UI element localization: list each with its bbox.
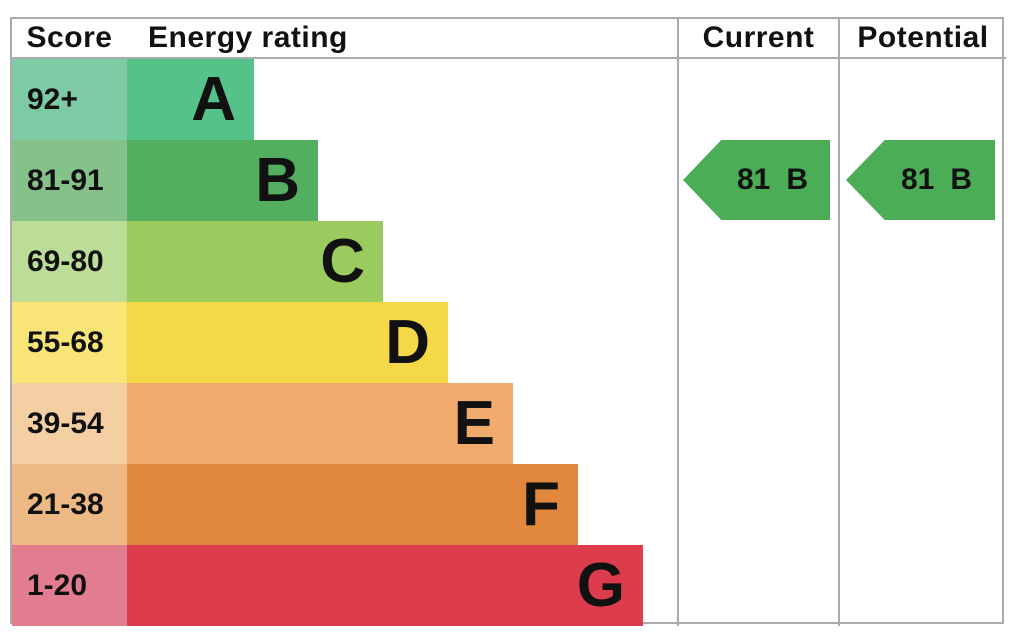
- band-row-b: 81-91 B: [12, 140, 1006, 221]
- rating-letter-c: C: [320, 227, 365, 296]
- score-range-a: 92+: [12, 59, 127, 140]
- score-range-e: 39-54: [12, 383, 127, 464]
- current-score-value: 81: [736, 163, 771, 196]
- rating-letter-g: G: [576, 551, 625, 620]
- band-row-e: 39-54 E: [12, 383, 1006, 464]
- rating-bar-g: G: [127, 545, 643, 626]
- header-divider-line: [12, 57, 1006, 59]
- rating-bar-c: C: [127, 221, 383, 302]
- score-range-c: 69-80: [12, 221, 127, 302]
- rating-bar-a: A: [127, 59, 254, 140]
- current-column-header: Current: [702, 21, 815, 54]
- rating-letter-f: F: [522, 470, 560, 539]
- rating-letter-e: E: [453, 389, 495, 458]
- energy-rating-column-header: Energy rating: [148, 21, 348, 54]
- rating-letter-a: A: [191, 65, 236, 134]
- rating-bar-d: D: [127, 302, 448, 383]
- rating-bar-f: F: [127, 464, 578, 545]
- current-rating-letter: B: [786, 163, 809, 196]
- band-row-a: 92+ A: [12, 59, 1006, 140]
- score-range-g: 1-20: [12, 545, 127, 626]
- header-row: Score Energy rating Current Potential: [12, 19, 1006, 57]
- potential-rating-letter: B: [950, 163, 973, 196]
- potential-score-value: 81: [900, 163, 935, 196]
- band-row-g: 1-20 G: [12, 545, 1006, 626]
- rating-bar-b: B: [127, 140, 318, 221]
- score-range-d: 55-68: [12, 302, 127, 383]
- band-row-d: 55-68 D: [12, 302, 1006, 383]
- current-column-divider: [677, 19, 679, 626]
- score-column-header: Score: [26, 21, 113, 54]
- band-row-f: 21-38 F: [12, 464, 1006, 545]
- potential-column-header: Potential: [857, 21, 989, 54]
- score-range-f: 21-38: [12, 464, 127, 545]
- band-row-c: 69-80 C: [12, 221, 1006, 302]
- rating-bar-e: E: [127, 383, 513, 464]
- score-range-b: 81-91: [12, 140, 127, 221]
- rating-letter-b: B: [255, 146, 300, 215]
- rating-letter-d: D: [385, 308, 430, 377]
- rating-bands: 92+ A 81-91 B 69-80 C 55-68 D 39-54: [12, 59, 1006, 626]
- epc-energy-rating-chart: Score Energy rating Current Potential 92…: [10, 17, 1006, 626]
- potential-column-divider: [838, 19, 840, 626]
